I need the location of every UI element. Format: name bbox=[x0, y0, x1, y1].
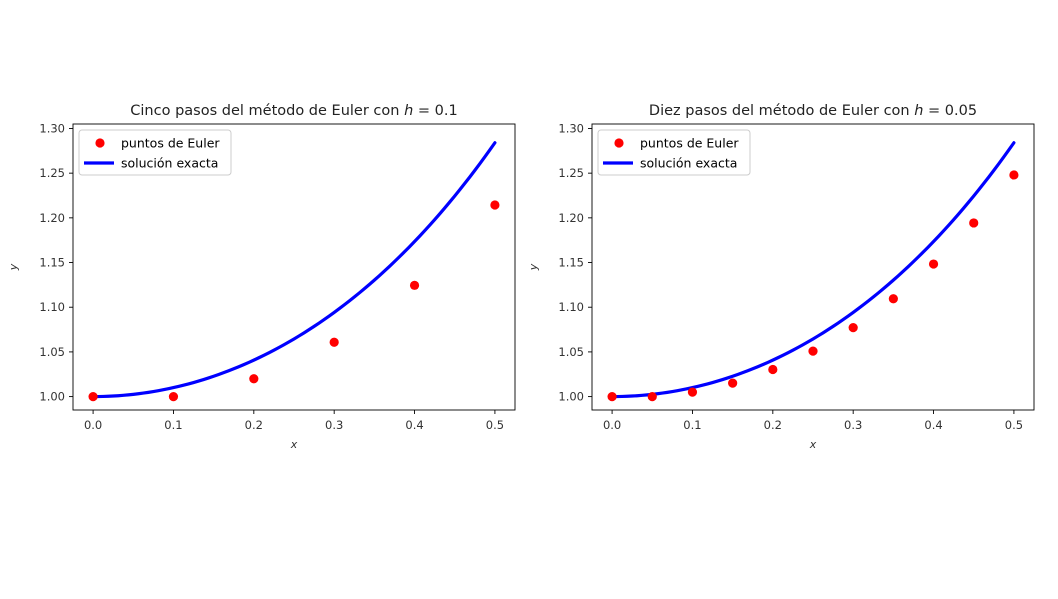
chart-title-math-var: h bbox=[404, 103, 413, 119]
euler-point bbox=[409, 280, 420, 290]
y-tick-label: 1.20 bbox=[39, 211, 65, 225]
y-tick-label: 1.15 bbox=[39, 256, 65, 270]
chart-title-math-var: h bbox=[914, 103, 923, 119]
x-tick-label: 0.0 bbox=[84, 418, 102, 432]
x-axis-label: x bbox=[809, 438, 817, 451]
chart-title-math-rest: = 0.1 bbox=[413, 103, 457, 119]
y-tick-label: 1.10 bbox=[558, 300, 584, 314]
euler-point bbox=[490, 200, 500, 210]
euler-point bbox=[249, 374, 259, 384]
x-tick-label: 0.3 bbox=[844, 418, 862, 432]
x-tick-label: 0.3 bbox=[325, 418, 343, 432]
y-tick-label: 1.15 bbox=[558, 256, 584, 270]
legend-label-euler: puntos de Euler bbox=[121, 136, 220, 151]
x-tick-label: 0.5 bbox=[486, 418, 504, 432]
y-axis-label: y bbox=[527, 263, 540, 271]
euler-point bbox=[728, 378, 738, 388]
euler-point bbox=[928, 259, 939, 269]
chart-panel-1: Cinco pasos del método de Euler con h = … bbox=[7, 103, 516, 451]
euler-point bbox=[88, 391, 98, 402]
legend: puntos de Euler solución exacta bbox=[78, 129, 232, 176]
x-tick-label: 0.2 bbox=[245, 418, 263, 432]
y-tick-label: 1.00 bbox=[558, 390, 584, 404]
plot-frame bbox=[591, 123, 1035, 411]
y-tick-label: 1.25 bbox=[558, 166, 584, 180]
y-tick-label: 1.30 bbox=[558, 121, 584, 135]
legend-label-exact: solución exacta bbox=[121, 156, 218, 171]
x-tick-label: 0.5 bbox=[1005, 418, 1023, 432]
x-tick-label: 0.2 bbox=[764, 418, 782, 432]
euler-point bbox=[647, 391, 657, 402]
y-tick-label: 1.10 bbox=[39, 300, 65, 314]
x-tick-label: 0.1 bbox=[164, 418, 182, 432]
chart-panel-2: Diez pasos del método de Euler con h = 0… bbox=[527, 103, 1035, 451]
y-tick-label: 1.05 bbox=[558, 345, 584, 359]
euler-point bbox=[168, 391, 179, 402]
chart-title: Cinco pasos del método de Euler con h = … bbox=[130, 103, 457, 119]
legend: puntos de Euler solución exacta bbox=[597, 129, 751, 176]
euler-point bbox=[848, 322, 858, 333]
y-tick-label: 1.25 bbox=[39, 166, 65, 180]
euler-point bbox=[687, 387, 698, 397]
chart-title-math-rest: = 0.05 bbox=[923, 103, 977, 119]
chart-title: Diez pasos del método de Euler con h = 0… bbox=[649, 103, 977, 119]
x-tick-label: 0.1 bbox=[683, 418, 701, 432]
euler-point bbox=[329, 337, 339, 347]
euler-point bbox=[808, 346, 818, 356]
y-tick-label: 1.05 bbox=[39, 345, 65, 359]
chart-title-text: Diez pasos del método de Euler con bbox=[649, 103, 914, 119]
legend-box bbox=[597, 129, 751, 176]
plot-frame bbox=[72, 123, 516, 411]
legend-box bbox=[78, 129, 232, 176]
euler-point bbox=[1009, 170, 1019, 180]
euler-point bbox=[888, 294, 898, 304]
legend-point-marker bbox=[614, 138, 624, 148]
legend-label-exact: solución exacta bbox=[640, 156, 737, 171]
chart-title-text: Cinco pasos del método de Euler con bbox=[130, 103, 404, 119]
x-axis-label: x bbox=[290, 438, 298, 451]
y-tick-label: 1.00 bbox=[39, 390, 65, 404]
exact-solution-line bbox=[610, 141, 1016, 399]
x-tick-label: 0.4 bbox=[924, 418, 942, 432]
y-axis-label: y bbox=[7, 263, 20, 271]
exact-solution-line bbox=[91, 141, 497, 399]
legend-point-marker bbox=[95, 138, 105, 148]
euler-point bbox=[607, 391, 617, 402]
x-tick-label: 0.0 bbox=[603, 418, 621, 432]
euler-point bbox=[969, 218, 979, 228]
y-tick-label: 1.20 bbox=[558, 211, 584, 225]
euler-point bbox=[768, 364, 778, 375]
y-tick-label: 1.30 bbox=[39, 121, 65, 135]
x-tick-label: 0.4 bbox=[405, 418, 423, 432]
legend-label-euler: puntos de Euler bbox=[640, 136, 739, 151]
